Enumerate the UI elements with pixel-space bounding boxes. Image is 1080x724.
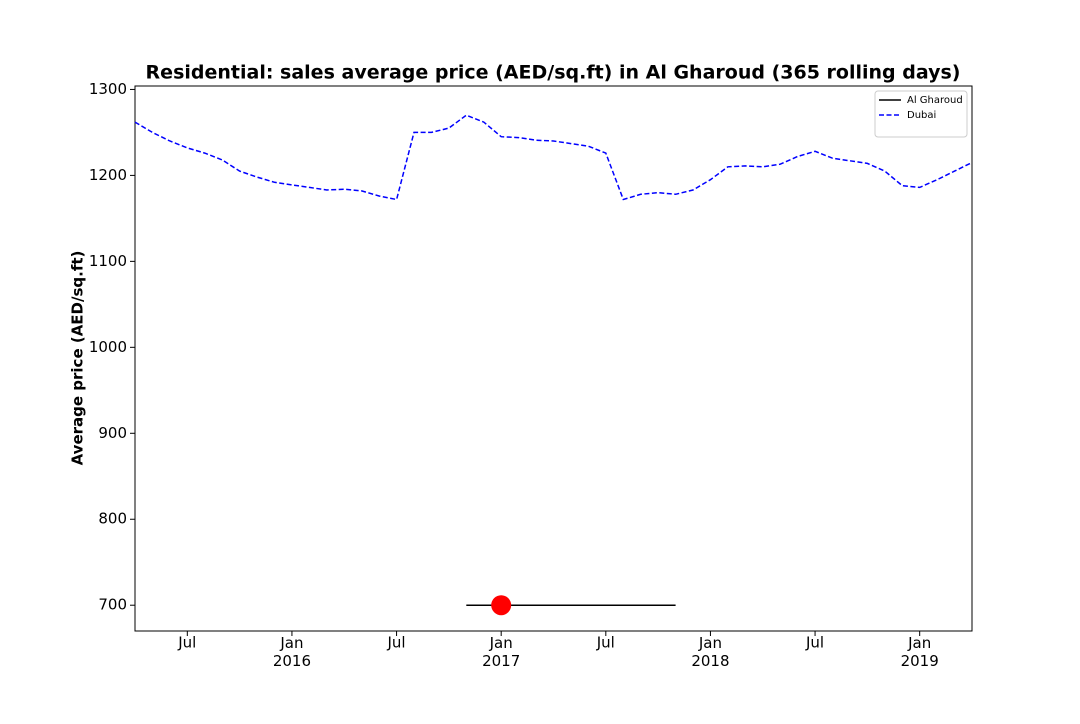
chart-title: Residential: sales average price (AED/sq… bbox=[146, 62, 961, 84]
y-tick-label: 1100 bbox=[89, 252, 127, 270]
y-tick-label: 1300 bbox=[89, 80, 127, 98]
x-tick-label: Jan 2019 bbox=[901, 634, 939, 670]
y-tick-label: 900 bbox=[98, 424, 127, 442]
y-tick-label: 700 bbox=[98, 596, 127, 614]
y-tick-label: 1000 bbox=[89, 338, 127, 356]
legend-label: Al Gharoud bbox=[907, 95, 963, 106]
x-tick-label: Jul bbox=[596, 634, 615, 652]
legend-label: Dubai bbox=[907, 110, 936, 121]
legend: Al Gharoud Dubai bbox=[874, 90, 968, 138]
highlight-point bbox=[491, 595, 512, 616]
x-tick-label: Jan 2016 bbox=[273, 634, 311, 670]
x-tick-label: Jan 2017 bbox=[482, 634, 520, 670]
x-tick-label: Jul bbox=[387, 634, 406, 652]
y-tick-label: 1200 bbox=[89, 166, 127, 184]
y-axis-label: Average price (AED/sq.ft) bbox=[69, 251, 87, 466]
legend-box bbox=[874, 90, 968, 138]
y-tick-label: 800 bbox=[98, 510, 127, 528]
line-series bbox=[134, 114, 973, 201]
x-tick-label: Jul bbox=[177, 634, 196, 652]
plot-frame bbox=[134, 85, 973, 632]
x-tick-label: Jan 2018 bbox=[691, 634, 729, 670]
x-tick-label: Jul bbox=[805, 634, 824, 652]
